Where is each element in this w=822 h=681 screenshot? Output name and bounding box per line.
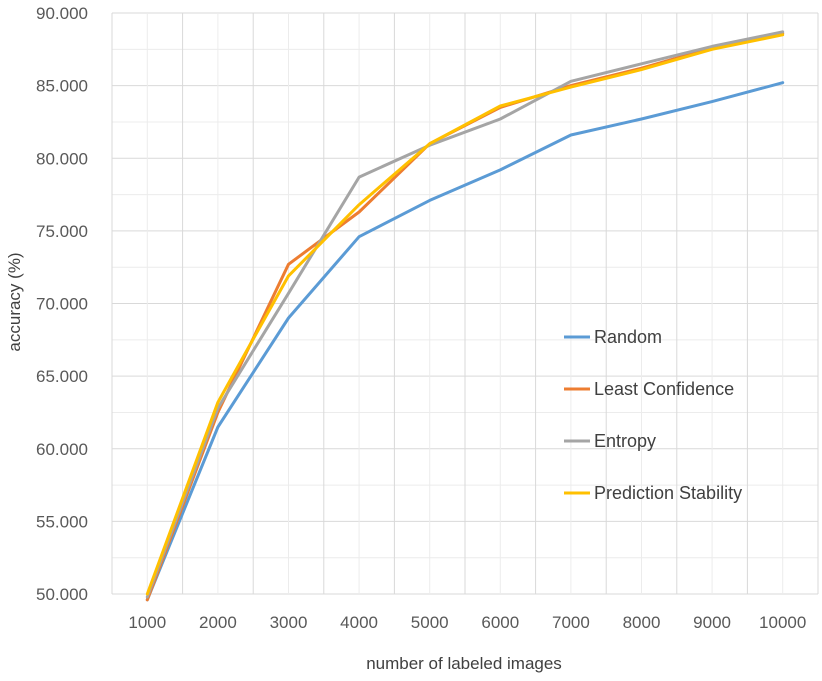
x-axis-label: number of labeled images <box>366 654 562 673</box>
series-line <box>145 30 785 599</box>
y-tick-label: 60.000 <box>36 440 88 459</box>
grid <box>111 12 819 595</box>
x-tick-label: 6000 <box>481 613 519 632</box>
x-tick-label: 1000 <box>128 613 166 632</box>
y-axis-label: accuracy (%) <box>5 252 24 351</box>
x-tick-label: 8000 <box>623 613 661 632</box>
x-tick-label: 9000 <box>693 613 731 632</box>
x-tick-label: 7000 <box>552 613 590 632</box>
x-tick-label: 10000 <box>759 613 806 632</box>
legend-label: Entropy <box>594 431 656 451</box>
y-tick-label: 75.000 <box>36 222 88 241</box>
legend-label: Least Confidence <box>594 379 734 399</box>
y-tick-label: 65.000 <box>36 367 88 386</box>
series-line <box>145 33 785 596</box>
y-tick-label: 55.000 <box>36 512 88 531</box>
y-tick-label: 85.000 <box>36 77 88 96</box>
y-axis-ticks: 50.000 55.000 60.000 65.000 70.000 75.000 80.0… <box>36 4 88 604</box>
legend: Random Least Confidence Entropy Prediction … <box>564 327 742 503</box>
y-tick-label: 80.000 <box>36 149 88 168</box>
x-axis-ticks: 1000 2000 3000 4000 5000 6000 7000 8000 9000 1000… <box>128 613 806 632</box>
x-tick-label: 2000 <box>199 613 237 632</box>
legend-label: Prediction Stability <box>594 483 742 503</box>
series-lines <box>145 30 785 602</box>
y-tick-label: 90.000 <box>36 4 88 23</box>
y-tick-label: 50.000 <box>36 585 88 604</box>
x-tick-label: 3000 <box>270 613 308 632</box>
legend-label: Random <box>594 327 662 347</box>
x-tick-label: 4000 <box>340 613 378 632</box>
x-tick-label: 5000 <box>411 613 449 632</box>
y-tick-label: 70.000 <box>36 295 88 314</box>
series-line <box>145 81 785 602</box>
